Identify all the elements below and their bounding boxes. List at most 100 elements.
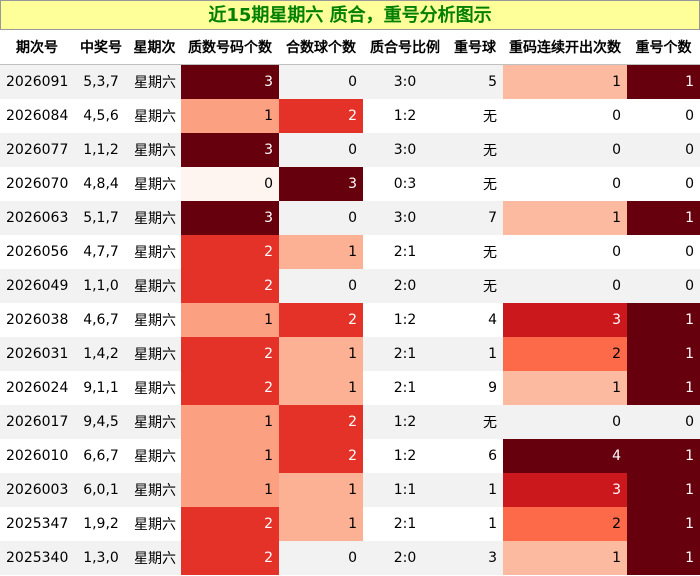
cell-repeat-run: 1 (503, 540, 627, 575)
header-repeat-run: 重码连续开出次数 (503, 30, 627, 65)
cell-period: 2025347 (6, 515, 69, 532)
cell-period: 2026077 (0, 132, 74, 167)
cell-weekday: 星期六 (128, 404, 181, 439)
cell-winning-number: 6,6,7 (83, 447, 119, 464)
cell-winning-number: 1,4,2 (74, 336, 128, 371)
header-winning-number: 中奖号 (74, 30, 128, 65)
cell-ratio: 2:1 (363, 336, 447, 371)
header-composite-count: 合数球个数 (279, 30, 363, 65)
cell-period: 2025340 (0, 540, 74, 575)
cell-composite-count: 2 (279, 438, 363, 473)
cell-ratio: 1:1 (363, 472, 447, 507)
cell-composite-count: 1 (279, 472, 363, 507)
cell-ratio: 2:1 (393, 243, 417, 260)
header-prime-count: 质数号码个数 (181, 30, 279, 65)
cell-winning-number: 5,1,7 (74, 200, 128, 235)
table-row: 2026003 6,0,1 星期六 1 1 1:1 1 3 1 (0, 472, 700, 507)
cell-repeat-count: 1 (627, 64, 700, 99)
table-body: 2026091 5,3,7 星期六 3 0 3:0 5 1 1 2026084 4,5,6 星期六 1 2… (0, 64, 700, 575)
cell-repeat-count: 0 (627, 268, 700, 303)
table-row: 2026070 4,8,4 星期六 0 3 0:3 无 0 0 (0, 166, 700, 201)
cell-composite-count: 2 (279, 404, 363, 439)
cell-weekday: 星期六 (128, 268, 181, 303)
cell-repeat-ball: 1 (488, 515, 497, 532)
cell-period: 2026017 (0, 404, 74, 439)
cell-repeat-count: 1 (627, 472, 700, 507)
cell-weekday: 星期六 (134, 448, 176, 465)
cell-period: 2026084 (6, 107, 69, 124)
cell-prime-count: 2 (181, 234, 279, 269)
cell-repeat-run: 0 (612, 243, 621, 260)
cell-repeat-ball: 无 (483, 244, 497, 261)
cell-repeat-count: 0 (685, 175, 694, 192)
table-row: 2026077 1,1,2 星期六 3 0 3:0 无 0 0 (0, 132, 700, 167)
cell-repeat-count: 0 (685, 107, 694, 124)
cell-prime-count: 0 (181, 166, 279, 201)
cell-prime-count: 2 (181, 506, 279, 541)
cell-ratio: 2:0 (363, 268, 447, 303)
table-row: 2026049 1,1,0 星期六 2 0 2:0 无 0 0 (0, 268, 700, 303)
cell-weekday: 星期六 (134, 176, 176, 193)
cell-composite-count: 0 (279, 132, 363, 167)
table-row: 2026084 4,5,6 星期六 1 2 1:2 无 0 0 (0, 98, 700, 133)
cell-ratio: 1:2 (363, 404, 447, 439)
table-header-row: 期次号 中奖号 星期次 质数号码个数 合数球个数 质合号比例 重号球 重码连续开… (0, 30, 700, 65)
table-row: 2026063 5,1,7 星期六 3 0 3:0 7 1 1 (0, 200, 700, 235)
cell-prime-count: 1 (181, 472, 279, 507)
cell-winning-number: 4,7,7 (83, 243, 119, 260)
cell-period: 2026010 (6, 447, 69, 464)
cell-winning-number: 5,3,7 (74, 64, 128, 99)
cell-ratio: 3:0 (363, 132, 447, 167)
cell-composite-count: 1 (279, 506, 363, 541)
cell-winning-number: 4,6,7 (83, 311, 119, 328)
cell-repeat-run: 3 (503, 302, 627, 337)
cell-period: 2026070 (6, 175, 69, 192)
cell-winning-number: 9,4,5 (74, 404, 128, 439)
cell-repeat-ball: 无 (483, 108, 497, 125)
cell-composite-count: 2 (279, 302, 363, 337)
cell-repeat-ball: 5 (447, 64, 503, 99)
cell-repeat-ball: 1 (447, 336, 503, 371)
table-row: 2026024 9,1,1 星期六 2 1 2:1 9 1 1 (0, 370, 700, 405)
cell-period: 2026091 (0, 64, 74, 99)
cell-repeat-run: 0 (503, 404, 627, 439)
cell-ratio: 2:1 (393, 515, 417, 532)
cell-weekday: 星期六 (128, 132, 181, 167)
cell-composite-count: 2 (279, 98, 363, 133)
cell-repeat-ball: 3 (447, 540, 503, 575)
cell-prime-count: 1 (181, 98, 279, 133)
cell-winning-number: 4,8,4 (83, 175, 119, 192)
cell-composite-count: 3 (279, 166, 363, 201)
cell-period: 2026056 (6, 243, 69, 260)
cell-repeat-count: 1 (627, 370, 700, 405)
cell-repeat-count: 1 (627, 200, 700, 235)
cell-weekday: 星期六 (128, 64, 181, 99)
cell-repeat-run: 0 (612, 175, 621, 192)
header-period: 期次号 (0, 30, 74, 65)
cell-repeat-run: 3 (503, 472, 627, 507)
analysis-table: 期次号 中奖号 星期次 质数号码个数 合数球个数 质合号比例 重号球 重码连续开… (0, 30, 700, 575)
cell-repeat-run: 0 (503, 132, 627, 167)
table-row: 2026010 6,6,7 星期六 1 2 1:2 6 4 1 (0, 438, 700, 473)
table-row: 2026056 4,7,7 星期六 2 1 2:1 无 0 0 (0, 234, 700, 269)
cell-repeat-run: 4 (503, 438, 627, 473)
cell-repeat-ball: 4 (488, 311, 497, 328)
cell-prime-count: 2 (181, 268, 279, 303)
cell-period: 2026024 (6, 379, 69, 396)
cell-repeat-count: 1 (627, 302, 700, 337)
cell-weekday: 星期六 (128, 336, 181, 371)
cell-ratio: 3:0 (363, 200, 447, 235)
cell-period: 2026038 (6, 311, 69, 328)
cell-prime-count: 2 (181, 370, 279, 405)
page-title: 近15期星期六 质合，重号分析图示 (0, 0, 700, 30)
cell-prime-count: 2 (181, 336, 279, 371)
cell-weekday: 星期六 (134, 244, 176, 261)
cell-prime-count: 1 (181, 404, 279, 439)
header-repeat-ball: 重号球 (447, 30, 503, 65)
cell-prime-count: 3 (181, 200, 279, 235)
cell-repeat-count: 0 (627, 132, 700, 167)
cell-repeat-ball: 7 (447, 200, 503, 235)
cell-winning-number: 1,9,2 (83, 515, 119, 532)
cell-weekday: 星期六 (134, 108, 176, 125)
table-row: 2025340 1,3,0 星期六 2 0 2:0 3 1 1 (0, 540, 700, 575)
